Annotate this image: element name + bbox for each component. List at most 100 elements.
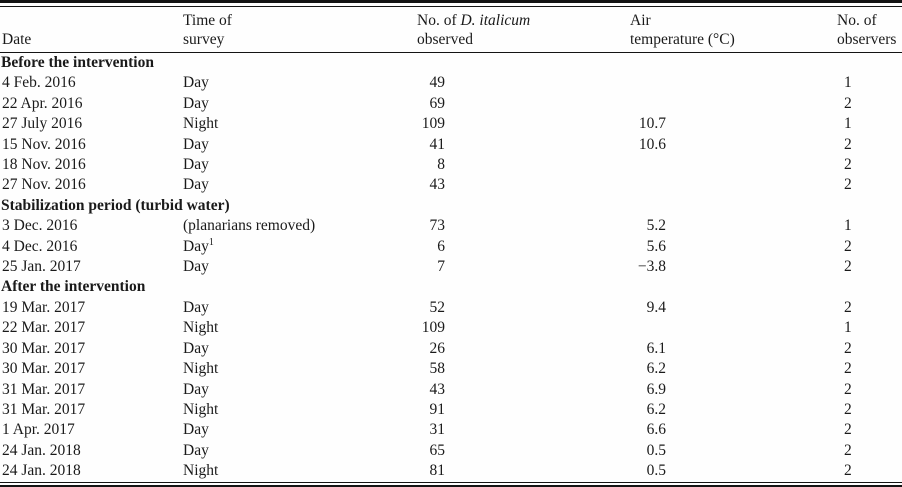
observers-count-cell: 1 — [844, 217, 852, 235]
date-cell: 27 July 2016 — [2, 115, 83, 133]
date-cell: 22 Mar. 2017 — [2, 319, 86, 337]
time-cell: Day — [183, 298, 209, 316]
air-temperature-cell — [630, 155, 837, 175]
footnote-marker: 1 — [208, 236, 214, 248]
date-cell: 24 Jan. 2018 — [2, 462, 81, 480]
table-row: 1 Apr. 2017 Day 31 6.6 2 — [0, 420, 902, 440]
table-header: Date Time of survey No. of D. italicum o… — [0, 7, 902, 53]
air-temperature-cell: 6.1 — [646, 339, 666, 357]
table-row: 30 Mar. 2017 Night 58 6.2 2 — [0, 359, 902, 379]
observers-count-cell: 2 — [844, 339, 852, 357]
col-header-observers: No. of observers — [837, 7, 902, 53]
section-label: Stabilization period (turbid water) — [1, 196, 230, 214]
time-cell: (planarians removed) — [183, 217, 316, 235]
air-temperature-cell: 5.2 — [646, 217, 666, 235]
date-cell: 18 Nov. 2016 — [2, 156, 86, 174]
table-row: 25 Jan. 2017 Day 7 −3.8 2 — [0, 257, 902, 277]
air-temperature-cell — [630, 73, 837, 93]
observers-count-cell: 2 — [844, 380, 852, 398]
col-header-time: Time of survey — [183, 7, 417, 53]
section-row: Before the intervention — [0, 53, 902, 74]
date-cell: 30 Mar. 2017 — [2, 360, 86, 378]
time-cell: Night — [183, 360, 219, 378]
observed-count-cell: 109 — [421, 319, 445, 337]
observers-count-cell: 2 — [844, 135, 852, 153]
table-row: 27 Nov. 2016 Day 43 2 — [0, 175, 902, 195]
table-row: 30 Mar. 2017 Day 26 6.1 2 — [0, 339, 902, 359]
observers-count-cell: 2 — [844, 156, 852, 174]
table-body: Before the intervention 4 Feb. 2016 Day 49 1… — [0, 53, 902, 482]
table-row: 15 Nov. 2016 Day 41 10.6 2 — [0, 135, 902, 155]
col-header-temperature: Air temperature (°C) — [630, 7, 837, 53]
date-cell: 1 Apr. 2017 — [2, 421, 75, 439]
observers-count-cell: 2 — [844, 176, 852, 194]
air-temperature-cell: 0.5 — [646, 441, 666, 459]
table-row: 4 Feb. 2016 Day 49 1 — [0, 73, 902, 93]
time-cell: Day — [183, 156, 209, 174]
header-row: Date Time of survey No. of D. italicum o… — [0, 7, 902, 53]
air-temperature-cell: 6.9 — [646, 380, 666, 398]
header-observers-line2: observers — [837, 31, 897, 48]
top-thick-rule — [0, 0, 902, 3]
time-cell: Day — [183, 441, 209, 459]
observed-count-cell: 43 — [429, 176, 446, 194]
species-name: D. italicum — [460, 12, 531, 29]
table-row: 31 Mar. 2017 Night 91 6.2 2 — [0, 400, 902, 420]
header-temp-line1: Air — [630, 12, 651, 29]
date-cell: 31 Mar. 2017 — [2, 400, 86, 418]
table-row: 31 Mar. 2017 Day 43 6.9 2 — [0, 380, 902, 400]
time-cell: Day — [183, 176, 209, 194]
date-cell: 30 Mar. 2017 — [2, 339, 86, 357]
observers-count-cell: 2 — [844, 298, 852, 316]
table-row: 18 Nov. 2016 Day 8 2 — [0, 155, 902, 175]
observed-count-cell: 81 — [429, 462, 446, 480]
air-temperature-cell: 10.6 — [638, 135, 666, 153]
date-cell: 24 Jan. 2018 — [2, 441, 81, 459]
observers-count-cell: 1 — [844, 319, 852, 337]
time-cell: Night — [183, 400, 219, 418]
table-row: 24 Jan. 2018 Night 81 0.5 2 — [0, 461, 902, 481]
time-cell: Day — [183, 135, 209, 153]
air-temperature-cell: 6.2 — [646, 400, 666, 418]
air-temperature-cell: 6.6 — [646, 421, 666, 439]
observed-count-cell: 49 — [429, 74, 446, 92]
header-time-line2: survey — [183, 31, 225, 48]
observers-count-cell: 2 — [844, 400, 852, 418]
col-header-observed: No. of D. italicum observed — [417, 7, 630, 53]
header-temp-line2: temperature (°C) — [630, 31, 735, 48]
date-cell: 25 Jan. 2017 — [2, 258, 81, 276]
header-date-label: Date — [2, 31, 32, 48]
survey-table: Date Time of survey No. of D. italicum o… — [0, 7, 902, 482]
observers-count-cell: 2 — [844, 94, 852, 112]
table-row: 22 Apr. 2016 Day 69 2 — [0, 94, 902, 114]
air-temperature-cell: −3.8 — [637, 258, 666, 276]
time-cell: Night — [183, 462, 219, 480]
date-cell: 27 Nov. 2016 — [2, 176, 86, 194]
header-observed-prefix: No. of — [417, 12, 461, 29]
air-temperature-cell — [630, 175, 837, 195]
date-cell: 4 Dec. 2016 — [2, 237, 78, 255]
observed-count-cell: 31 — [429, 421, 446, 439]
observed-count-cell: 7 — [437, 258, 445, 276]
observed-count-cell: 69 — [429, 94, 446, 112]
date-cell: 15 Nov. 2016 — [2, 135, 86, 153]
air-temperature-cell: 0.5 — [646, 462, 666, 480]
date-cell: 19 Mar. 2017 — [2, 298, 86, 316]
observers-count-cell: 1 — [844, 115, 852, 133]
top-thin-rule — [0, 6, 902, 7]
observers-count-cell: 2 — [844, 258, 852, 276]
time-cell: Day — [183, 94, 209, 112]
section-label: Before the intervention — [1, 54, 154, 71]
header-observed-line1: No. of D. italicum — [417, 11, 630, 30]
observed-count-cell: 6 — [437, 237, 445, 255]
air-temperature-cell — [630, 94, 837, 114]
table-row: 19 Mar. 2017 Day 52 9.4 2 — [0, 298, 902, 318]
observed-count-cell: 65 — [429, 441, 446, 459]
observers-count-cell: 2 — [844, 421, 852, 439]
table-row: 22 Mar. 2017 Night 109 1 — [0, 318, 902, 338]
observed-count-cell: 91 — [429, 400, 446, 418]
time-cell: Day1 — [183, 236, 214, 255]
observed-count-cell: 73 — [429, 217, 446, 235]
observed-count-cell: 52 — [429, 298, 446, 316]
